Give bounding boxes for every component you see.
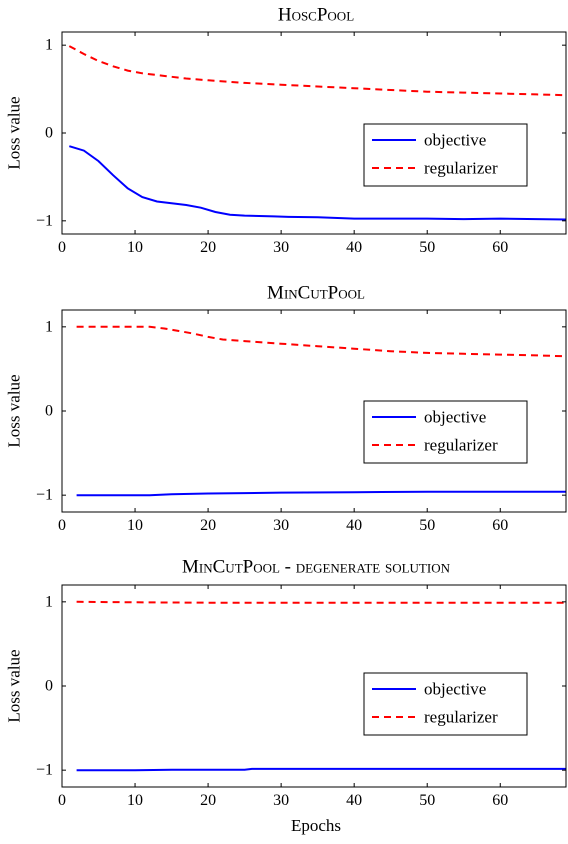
x-tick-label: 20 bbox=[200, 517, 216, 534]
x-tick-label: 60 bbox=[492, 517, 508, 534]
legend-box bbox=[363, 672, 528, 736]
x-tick-label: 50 bbox=[419, 239, 435, 256]
x-axis-label: Epochs bbox=[291, 816, 341, 835]
x-tick-label: 20 bbox=[200, 792, 216, 809]
legend: objective regularizer bbox=[363, 672, 528, 736]
y-axis-label: Loss value bbox=[5, 96, 24, 169]
y-tick-label: 0 bbox=[45, 678, 53, 695]
x-tick-label: 50 bbox=[419, 792, 435, 809]
series-line-regularizer bbox=[76, 600, 566, 604]
y-tick-label: 1 bbox=[45, 37, 53, 54]
legend-label-objective: objective bbox=[424, 131, 486, 150]
x-tick-label: 40 bbox=[346, 239, 362, 256]
y-tick-label: −1 bbox=[36, 212, 53, 229]
x-tick-label: 0 bbox=[58, 792, 66, 809]
x-tick-label: 10 bbox=[127, 517, 143, 534]
x-tick-label: 40 bbox=[346, 517, 362, 534]
series-line-objective bbox=[76, 490, 566, 497]
y-axis-label: Loss value bbox=[5, 374, 24, 447]
series-line-objective bbox=[69, 145, 566, 221]
x-tick-label: 0 bbox=[58, 517, 66, 534]
x-tick-label: 20 bbox=[200, 239, 216, 256]
x-tick-label: 50 bbox=[419, 517, 435, 534]
legend-label-regularizer: regularizer bbox=[424, 436, 498, 455]
x-tick-label: 10 bbox=[127, 239, 143, 256]
y-tick-label: −1 bbox=[36, 487, 53, 504]
chart-title: MinCutPool - degenerate solution bbox=[182, 556, 451, 577]
legend-label-regularizer: regularizer bbox=[424, 708, 498, 727]
chart-title: HoscPool bbox=[278, 4, 354, 25]
legend: objective regularizer bbox=[363, 123, 528, 187]
x-tick-label: 30 bbox=[273, 239, 289, 256]
x-tick-label: 30 bbox=[273, 792, 289, 809]
legend-box bbox=[363, 123, 528, 187]
y-tick-label: −1 bbox=[36, 762, 53, 779]
x-tick-label: 10 bbox=[127, 792, 143, 809]
x-tick-label: 40 bbox=[346, 792, 362, 809]
y-tick-label: 1 bbox=[45, 318, 53, 335]
x-tick-label: 30 bbox=[273, 517, 289, 534]
y-tick-label: 0 bbox=[45, 125, 53, 142]
y-tick-label: 0 bbox=[45, 403, 53, 420]
series-line-regularizer bbox=[68, 45, 566, 97]
legend-label-objective: objective bbox=[424, 408, 486, 427]
series-line-regularizer bbox=[76, 325, 566, 358]
y-tick-label: 1 bbox=[45, 593, 53, 610]
y-axis-label: Loss value bbox=[5, 649, 24, 722]
legend-label-regularizer: regularizer bbox=[424, 159, 498, 178]
x-tick-label: 60 bbox=[492, 792, 508, 809]
legend-label-objective: objective bbox=[424, 680, 486, 699]
legend: objective regularizer bbox=[363, 400, 528, 464]
series-line-objective bbox=[76, 767, 566, 772]
chart-title: MinCutPool bbox=[267, 282, 365, 303]
x-tick-label: 60 bbox=[492, 239, 508, 256]
legend-box bbox=[363, 400, 528, 464]
x-tick-label: 0 bbox=[58, 239, 66, 256]
